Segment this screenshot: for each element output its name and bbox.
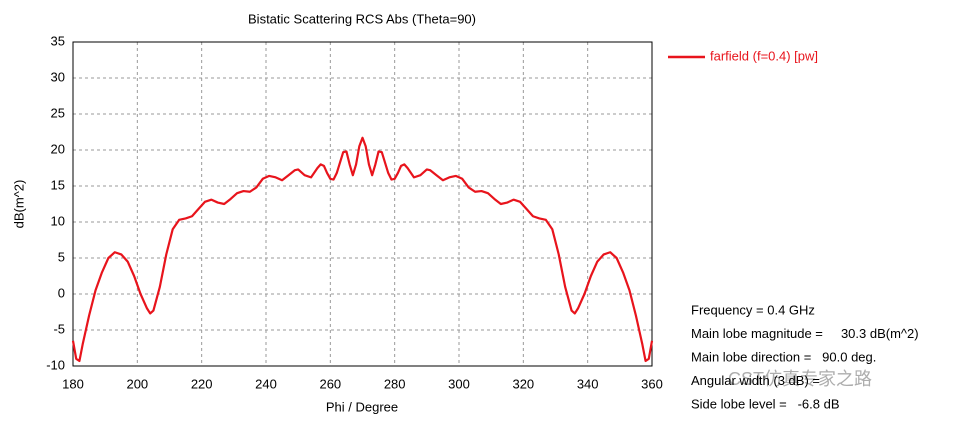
y-tick-label: -5	[53, 321, 65, 336]
x-tick-label: 180	[62, 376, 84, 391]
y-tick-label: -10	[46, 357, 65, 372]
watermark: CST仿真专家之路	[728, 369, 872, 389]
y-tick-label: 15	[51, 177, 65, 192]
y-tick-label: 35	[51, 33, 65, 48]
x-axis-label: Phi / Degree	[326, 399, 398, 414]
annotation: Side lobe level = -6.8 dB	[691, 396, 840, 411]
y-tick-label: 30	[51, 69, 65, 84]
y-tick-label: 10	[51, 213, 65, 228]
x-tick-label: 220	[191, 376, 213, 391]
y-tick-label: 0	[58, 285, 65, 300]
y-axis-label: dB(m^2)	[11, 180, 26, 229]
annotation: Angular width (3 dB) =	[691, 373, 820, 388]
annotation: Frequency = 0.4 GHz	[691, 302, 815, 317]
y-tick-label: 20	[51, 141, 65, 156]
y-tick-label: 25	[51, 105, 65, 120]
plot-frame	[72, 41, 653, 367]
chart-title: Bistatic Scattering RCS Abs (Theta=90)	[248, 11, 476, 26]
annotation: Main lobe direction = 90.0 deg.	[691, 349, 876, 364]
x-tick-label: 280	[384, 376, 406, 391]
x-tick-label: 320	[512, 376, 534, 391]
x-tick-label: 340	[577, 376, 599, 391]
annotation: Main lobe magnitude = 30.3 dB(m^2)	[691, 326, 919, 341]
x-tick-label: 200	[126, 376, 148, 391]
x-tick-label: 240	[255, 376, 277, 391]
legend-label: farfield (f=0.4) [pw]	[710, 48, 818, 63]
data-line	[71, 136, 654, 363]
x-tick-label: 360	[641, 376, 663, 391]
x-tick-label: 260	[319, 376, 341, 391]
x-tick-label: 300	[448, 376, 470, 391]
y-tick-label: 5	[58, 249, 65, 264]
